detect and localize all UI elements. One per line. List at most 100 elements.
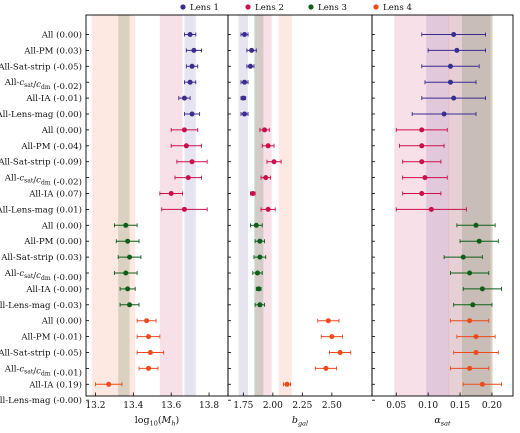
data-point: [473, 334, 479, 340]
data-point: [473, 222, 479, 228]
fiducial-band: [461, 15, 493, 396]
x-tick-label: 13.6: [161, 401, 181, 411]
data-point: [419, 159, 425, 165]
data-point: [419, 191, 425, 196]
legend-label: Lens 2: [255, 3, 284, 13]
row-label: All-Sat-strip (-0.05): [0, 348, 82, 359]
fiducial-band: [184, 15, 196, 396]
data-point: [257, 302, 263, 308]
data-point: [181, 206, 187, 212]
row-label: All-csat/cdm (-0.00): [4, 269, 82, 283]
data-point: [467, 270, 473, 276]
data-point: [147, 350, 153, 355]
row-label: All-csat/cdm (-0.02): [4, 174, 82, 188]
data-point: [125, 238, 131, 244]
data-point: [144, 318, 150, 324]
data-point: [467, 318, 473, 324]
data-point: [189, 63, 195, 69]
data-point: [123, 270, 129, 276]
data-point: [262, 127, 268, 133]
data-point: [106, 381, 112, 387]
x-tick-label: 2.25: [292, 401, 312, 411]
data-point: [242, 32, 248, 37]
x-tick-label: 0.10: [418, 401, 438, 411]
panel-galaxy-bias: 1.75 2.00 2.25 2.50 bgal: [227, 14, 373, 428]
fiducial-band: [255, 15, 272, 396]
data-point: [185, 175, 191, 181]
data-point: [447, 79, 453, 85]
axis-title-galaxy-bias: bgal: [292, 415, 308, 428]
data-point: [467, 365, 473, 371]
x-tick-label: 13.4: [123, 401, 143, 411]
data-point: [441, 111, 447, 117]
data-point: [476, 238, 482, 244]
data-point: [253, 222, 259, 228]
legend-label: Lens 3: [318, 3, 347, 13]
x-tick-label: 2.50: [322, 401, 342, 411]
row-labels: All (0.00) All-PM (0.03) All-Sat-strip (-0…: [0, 30, 82, 407]
data-point: [263, 175, 269, 181]
data-point: [257, 238, 263, 244]
data-point: [271, 159, 277, 165]
row-label: All-Lens-mag (-0.00): [0, 395, 82, 406]
row-label: All-Lens-mag (-0.03): [0, 300, 82, 311]
data-point: [127, 254, 133, 260]
fiducial-band: [253, 15, 264, 396]
data-point: [183, 143, 189, 149]
data-point: [470, 302, 476, 308]
data-point: [257, 254, 263, 260]
legend: Lens 1 Lens 2 Lens 3 Lens 4: [180, 3, 412, 13]
row-label: All-PM (-0.01): [20, 332, 82, 343]
data-point: [125, 286, 131, 292]
data-point: [181, 95, 187, 101]
axis-title-alpha-sat: αsat: [434, 415, 451, 428]
data-point: [265, 206, 271, 212]
data-point: [249, 47, 255, 53]
x-tick-label: 0.15: [450, 401, 470, 411]
row-label: All-PM (0.03): [23, 45, 82, 56]
legend-marker: [180, 4, 186, 10]
row-label: All-Lens-mag (0.00): [0, 109, 82, 120]
row-label: All-IA (-0.00): [25, 284, 82, 295]
fiducial-band: [278, 15, 292, 396]
data-point: [451, 95, 457, 101]
legend-marker: [373, 4, 379, 10]
data-point: [428, 206, 434, 212]
data-point: [329, 334, 335, 340]
x-tick-label: 2.00: [263, 401, 283, 411]
fiducial-band: [426, 15, 491, 396]
legend-label: Lens 1: [190, 3, 219, 13]
data-point: [265, 143, 271, 149]
legend-marker: [245, 4, 251, 10]
data-point: [284, 381, 290, 387]
row-label: All-PM (-0.04): [20, 141, 82, 152]
x-tick-label: 1.75: [233, 401, 253, 411]
fiducial-band: [238, 15, 249, 396]
x-tick-label: 0.05: [386, 401, 406, 411]
data-point: [250, 191, 256, 196]
fiducial-band: [448, 15, 493, 396]
row-label: All-Sat-strip (-0.05): [0, 61, 82, 72]
row-label: All-csat/cdm (-0.02): [4, 78, 82, 92]
fiducial-band: [118, 15, 130, 396]
data-point: [242, 79, 248, 85]
x-tick-label: 13.8: [199, 401, 219, 411]
panel-frame: [371, 14, 514, 397]
row-label: All-IA (-0.01): [25, 93, 82, 104]
axis-title-halo-mass: log10(Mh): [135, 415, 179, 428]
fiducial-band: [159, 15, 183, 396]
data-point: [240, 95, 246, 101]
data-point: [127, 302, 133, 308]
data-point: [447, 63, 453, 69]
row-label: All-csat/cdm (-0.01): [4, 364, 82, 378]
data-point: [337, 350, 343, 355]
data-point: [419, 127, 425, 133]
data-point: [189, 159, 195, 165]
data-point: [451, 32, 457, 37]
legend-marker: [308, 4, 314, 10]
data-point: [145, 334, 151, 340]
data-point: [323, 365, 329, 371]
data-point: [419, 143, 425, 149]
row-label: All-IA (0.07): [28, 189, 82, 200]
